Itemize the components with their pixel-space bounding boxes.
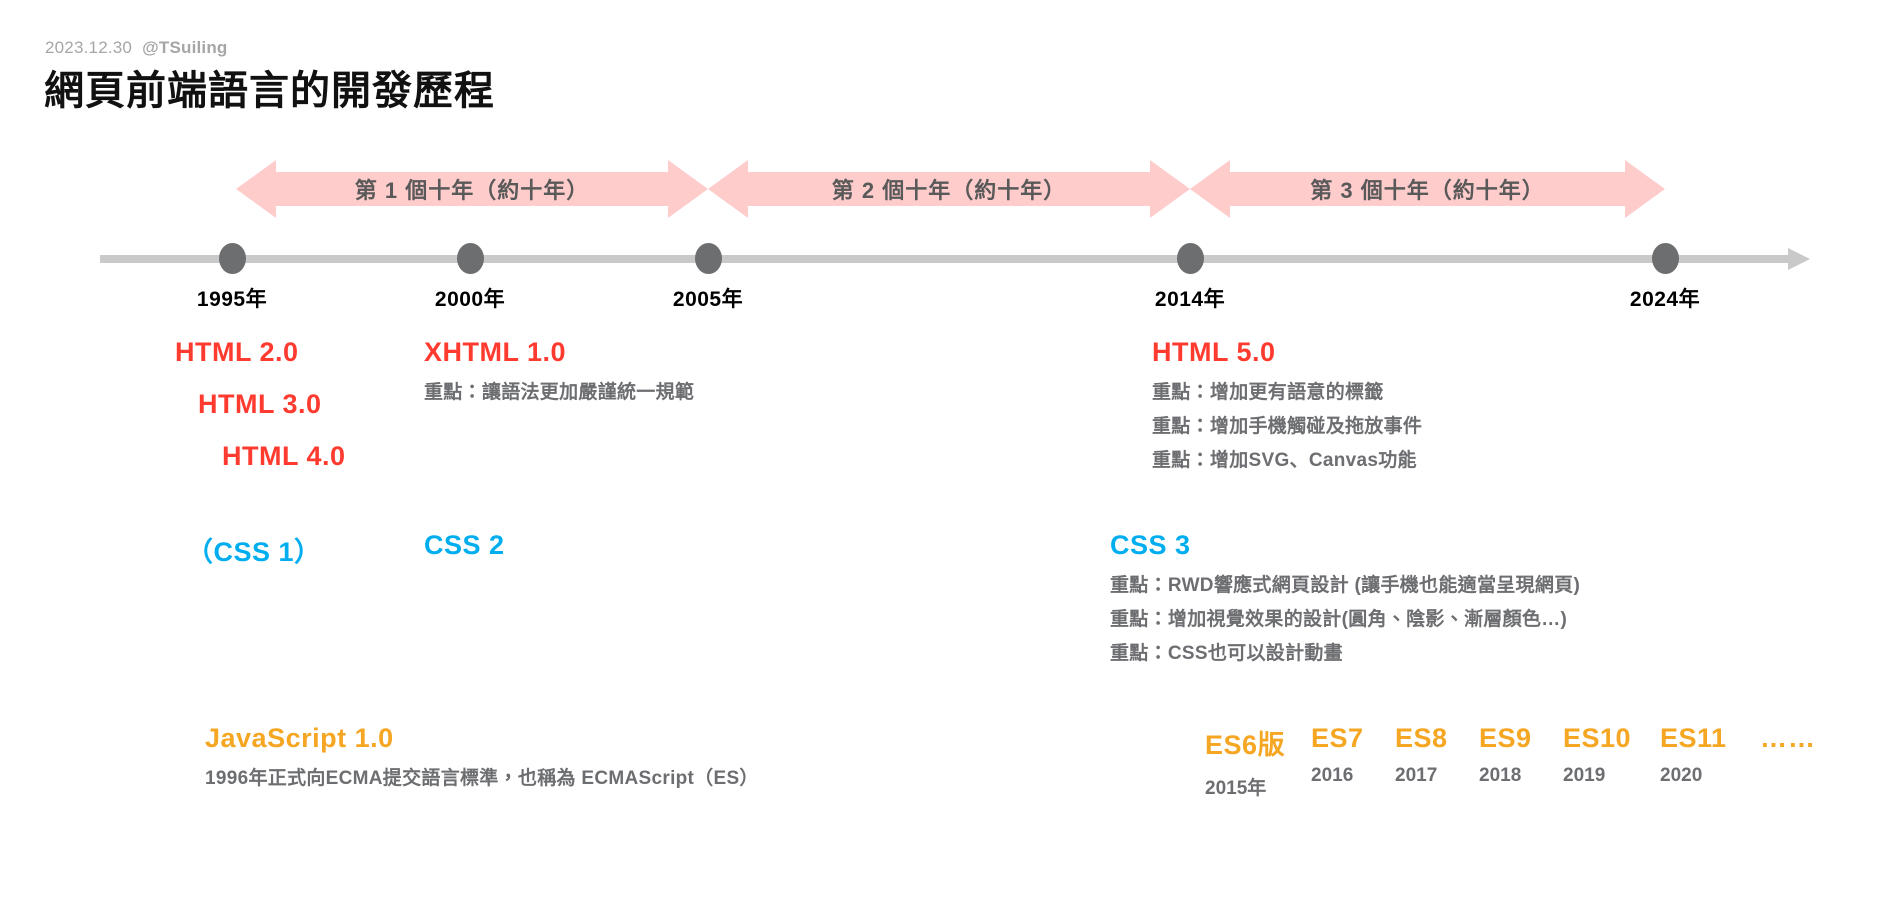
es-version-item: ES10 2019 — [1563, 723, 1660, 787]
css3-desc-2: 重點：增加視覺效果的設計(圓角、陰影、漸層顏色…) — [1110, 609, 1568, 630]
timeline-year-2014: 2014年 — [1154, 288, 1226, 311]
es10-name: ES10 — [1563, 723, 1632, 753]
html5-desc-3: 重點：增加SVG、Canvas功能 — [1152, 450, 1417, 471]
es-version-item: ES11 2020 — [1660, 723, 1760, 787]
es7-year: 2016 — [1311, 765, 1354, 786]
decade-band-3-label: 第 3 個十年（約十年） — [1310, 178, 1545, 203]
html5-title: HTML 5.0 — [1152, 337, 1276, 367]
byline-handle: @TSuiling — [142, 38, 228, 57]
es6-year: 2015年 — [1205, 778, 1267, 799]
css2-title: CSS 2 — [424, 530, 505, 560]
javascript-desc-1: 1996年正式向ECMA提交語言標準，也稱為 ECMAScript（ES） — [205, 768, 759, 789]
es8-name: ES8 — [1395, 723, 1448, 753]
es9-year: 2018 — [1479, 765, 1522, 786]
es7-name: ES7 — [1311, 723, 1364, 753]
xhtml-block: XHTML 1.0 重點：讓語法更加嚴謹統一規範 — [424, 337, 694, 404]
byline: 2023.12.30 @TSuiling — [45, 38, 228, 58]
es-version-item: ES6版 2015年 — [1205, 723, 1311, 800]
timeline-dot-2000 — [457, 243, 484, 274]
axis-line — [100, 255, 1790, 263]
css2-block: CSS 2 — [424, 530, 505, 561]
html-versions-stack: HTML 2.0 HTML 3.0 HTML 4.0 — [175, 337, 346, 472]
es8-year: 2017 — [1395, 765, 1438, 786]
es9-name: ES9 — [1479, 723, 1532, 753]
es-version-item: ES9 2018 — [1479, 723, 1563, 787]
timeline-axis: 1995年 2000年 2005年 2014年 2024年 — [0, 243, 1900, 311]
double-arrow-shape-icon — [236, 160, 708, 218]
timeline-dot-2024 — [1652, 243, 1679, 274]
timeline-dot-2014 — [1177, 243, 1204, 274]
html5-desc-2: 重點：增加手機觸碰及拖放事件 — [1152, 416, 1423, 437]
css1-title: （CSS 1） — [186, 537, 322, 567]
css3-title: CSS 3 — [1110, 530, 1191, 560]
es10-year: 2019 — [1563, 765, 1606, 786]
css3-block: CSS 3 重點：RWD響應式網頁設計 (讓手機也能適當呈現網頁) 重點：增加視… — [1110, 530, 1580, 665]
xhtml-desc-1: 重點：讓語法更加嚴謹統一規範 — [424, 382, 695, 403]
es-more-item: …… — [1760, 723, 1816, 754]
css1-block: （CSS 1） — [186, 530, 322, 569]
xhtml-title: XHTML 1.0 — [424, 337, 567, 367]
es-more-ellipsis: …… — [1760, 723, 1816, 753]
es11-name: ES11 — [1660, 723, 1727, 753]
javascript-block: JavaScript 1.0 1996年正式向ECMA提交語言標準，也稱為 EC… — [205, 723, 759, 790]
decade-band-3: 第 3 個十年（約十年） — [1190, 160, 1665, 218]
page-title: 網頁前端語言的開發歷程 — [44, 69, 495, 113]
timeline-dot-1995 — [219, 243, 246, 274]
es6-name: ES6版 — [1205, 730, 1286, 760]
decade-bands: 第 1 個十年（約十年） 第 2 個十年（約十年） 第 3 個十年（約十年） — [0, 160, 1900, 222]
html-2-label: HTML 2.0 — [175, 337, 299, 367]
es-versions-row: ES6版 2015年 ES7 2016 ES8 2017 ES9 2018 ES… — [1205, 723, 1816, 800]
html-4-label: HTML 4.0 — [222, 441, 346, 471]
double-arrow-shape-icon — [1190, 160, 1665, 218]
decade-band-1: 第 1 個十年（約十年） — [236, 160, 708, 218]
byline-date: 2023.12.30 — [45, 38, 133, 57]
axis-arrowhead-icon — [1788, 248, 1810, 270]
timeline-year-2005: 2005年 — [672, 288, 744, 311]
decade-band-2-label: 第 2 個十年（約十年） — [831, 178, 1067, 203]
double-arrow-shape-icon — [708, 160, 1190, 218]
css3-desc-1: 重點：RWD響應式網頁設計 (讓手機也能適當呈現網頁) — [1110, 575, 1581, 596]
es-version-item: ES7 2016 — [1311, 723, 1395, 787]
timeline-year-2024: 2024年 — [1629, 288, 1701, 311]
timeline-dot-2005 — [695, 243, 722, 274]
javascript-title: JavaScript 1.0 — [205, 723, 394, 753]
timeline-year-2000: 2000年 — [434, 288, 506, 311]
es-version-item: ES8 2017 — [1395, 723, 1479, 787]
css3-desc-3: 重點：CSS也可以設計動畫 — [1110, 643, 1343, 664]
decade-band-2: 第 2 個十年（約十年） — [708, 160, 1190, 218]
html-3-label: HTML 3.0 — [198, 389, 322, 419]
timeline-year-1995: 1995年 — [196, 288, 268, 311]
html5-block: HTML 5.0 重點：增加更有語意的標籤 重點：增加手機觸碰及拖放事件 重點：… — [1152, 337, 1422, 472]
html5-desc-1: 重點：增加更有語意的標籤 — [1152, 382, 1384, 403]
es11-year: 2020 — [1660, 765, 1703, 786]
decade-band-1-label: 第 1 個十年（約十年） — [354, 178, 590, 203]
